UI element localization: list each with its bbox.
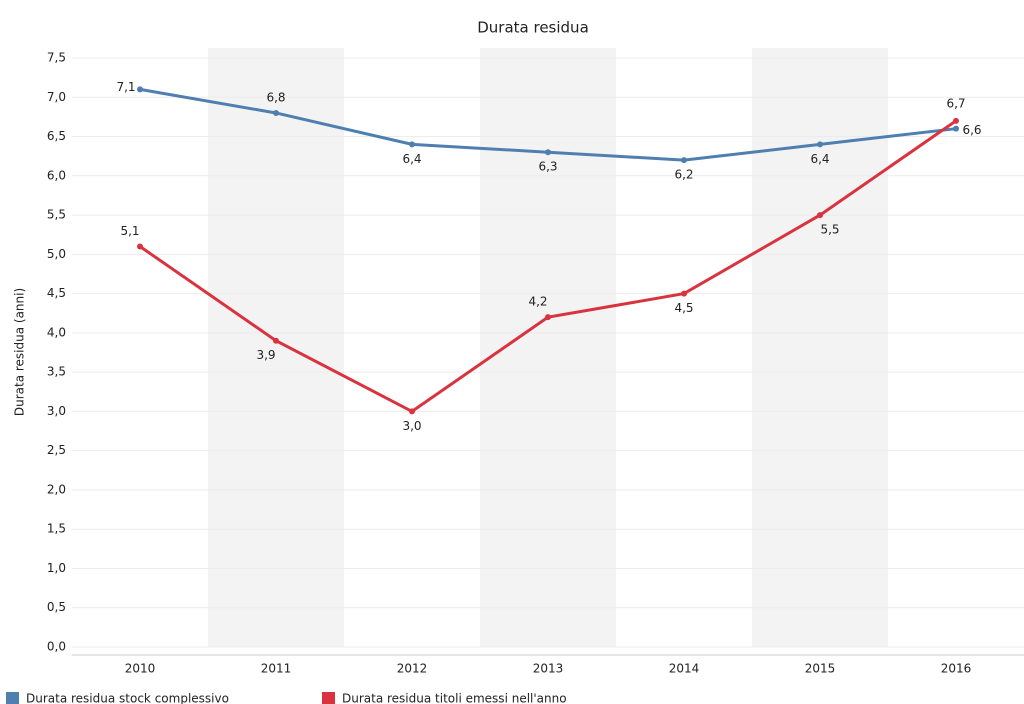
data-label: 3,0: [402, 419, 421, 433]
x-tick-label: 2014: [669, 662, 700, 676]
data-label: 7,1: [116, 80, 135, 94]
data-point: [273, 109, 279, 116]
data-point: [137, 243, 143, 250]
data-label: 6,2: [674, 168, 693, 182]
y-tick-label: 1,5: [47, 522, 66, 536]
data-point: [681, 290, 687, 297]
data-label: 4,5: [674, 301, 693, 315]
y-tick-label: 7,0: [47, 90, 66, 104]
data-label: 5,5: [820, 223, 839, 237]
data-label: 6,7: [946, 96, 965, 110]
band-shade: [208, 48, 344, 647]
data-label: 6,6: [962, 123, 981, 137]
data-label: 6,4: [402, 152, 421, 166]
band-shade: [752, 48, 888, 647]
data-label: 3,9: [256, 348, 275, 362]
data-label: 6,8: [266, 90, 285, 104]
legend-swatch: [6, 692, 19, 704]
y-tick-label: 6,5: [47, 129, 66, 143]
data-point: [953, 125, 959, 132]
x-tick-label: 2016: [941, 662, 972, 676]
x-tick-label: 2010: [125, 662, 156, 676]
x-tick-label: 2012: [397, 662, 428, 676]
data-point: [409, 408, 415, 415]
data-point: [273, 337, 279, 344]
y-axis-label: Durata residua (anni): [13, 288, 27, 416]
chart-title: Durata residua: [477, 19, 589, 37]
y-tick-label: 2,0: [47, 482, 66, 496]
data-point: [409, 141, 415, 148]
x-tick-label: 2011: [261, 662, 292, 676]
legend-swatch: [322, 692, 335, 704]
data-point: [681, 157, 687, 164]
y-tick-label: 4,0: [47, 325, 66, 339]
data-label: 5,1: [120, 224, 139, 238]
legend-label: Durata residua titoli emessi nell'anno: [342, 692, 567, 704]
data-label: 4,2: [528, 295, 547, 309]
y-tick-label: 4,5: [47, 286, 66, 300]
band-shade: [480, 48, 616, 647]
y-tick-label: 3,0: [47, 404, 66, 418]
data-point: [953, 117, 959, 124]
y-tick-label: 5,0: [47, 247, 66, 261]
data-point: [137, 86, 143, 93]
legend-label: Durata residua stock complessivo: [26, 692, 229, 704]
y-tick-label: 3,5: [47, 365, 66, 379]
y-tick-label: 5,5: [47, 208, 66, 222]
x-tick-label: 2015: [805, 662, 836, 676]
x-tick-label: 2013: [533, 662, 564, 676]
data-label: 6,4: [810, 152, 829, 166]
data-point: [817, 212, 823, 219]
data-label: 6,3: [538, 160, 557, 174]
data-point: [545, 149, 551, 156]
y-tick-label: 2,5: [47, 443, 66, 457]
y-tick-label: 0,0: [47, 640, 66, 654]
y-tick-label: 1,0: [47, 561, 66, 575]
y-tick-label: 6,0: [47, 168, 66, 182]
data-point: [817, 141, 823, 148]
y-tick-label: 0,5: [47, 600, 66, 614]
data-point: [545, 314, 551, 321]
y-tick-label: 7,5: [47, 51, 66, 65]
